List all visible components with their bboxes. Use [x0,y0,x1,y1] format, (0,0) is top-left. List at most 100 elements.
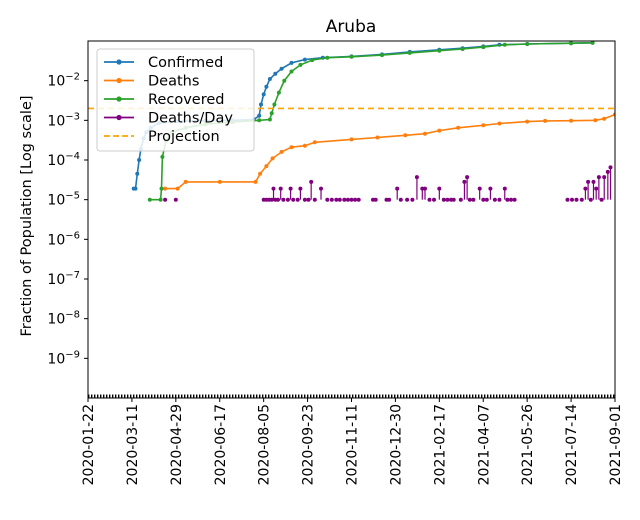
deaths-point [253,179,258,184]
deaths-day-point [309,179,314,184]
x-tick-label: 2020-08-05 [257,404,273,485]
deaths-day-point [325,197,330,202]
deaths-day-point [484,197,489,202]
series-deaths-day [163,165,613,202]
y-tick-label: 10−5 [47,191,80,209]
deaths-day-point [437,186,442,191]
deaths-day-point [445,197,450,202]
deaths-point [525,119,530,124]
deaths-day-point [395,186,400,191]
y-tick-label: 10−4 [47,151,80,169]
y-tick-label: 10−7 [47,270,80,288]
deaths-day-point [285,197,290,202]
confirmed-point [273,71,278,76]
deaths-day-point [602,175,607,180]
legend-item: Confirmed [104,55,223,71]
deaths-day-point [298,186,303,191]
recovered-point [160,154,165,159]
deaths-point [375,135,380,140]
x-tick-label: 2021-09-01 [608,404,624,485]
deaths-day-point [410,197,415,202]
deaths-day-point [481,197,486,202]
deaths-point [456,125,461,130]
recovered-point [569,41,574,46]
recovered-point [289,69,294,74]
confirmed-point [133,186,138,191]
deaths-day-point [596,175,601,180]
deaths-day-point [465,175,470,180]
deaths-point [183,179,188,184]
recovered-point [147,197,152,202]
legend: Confirmed Deaths Recovered Deaths/Day Projec… [96,48,255,152]
recovered-point [460,47,465,51]
deaths-day-point [312,197,317,202]
deaths-day-point [467,197,472,202]
x-tick-label: 2020-12-30 [388,404,404,485]
recovered-point [325,55,330,60]
recovered-point [310,58,315,63]
recovered-point [276,90,281,95]
legend-box [96,48,255,152]
x-tick-label: 2020-09-23 [301,404,317,485]
deaths-day-point [586,179,591,184]
deaths-day-point [441,197,446,202]
deaths-day-point [570,197,574,202]
deaths-day-point [608,165,613,170]
recovered-point [502,42,507,47]
confirmed-point [259,102,263,107]
deaths-day-point [387,197,392,202]
deaths-point [602,116,607,121]
deaths-point [175,186,180,191]
series-deaths [163,112,615,191]
recovered-point [158,197,163,202]
legend-item: Recovered [104,92,224,108]
deaths-day-point [565,197,570,202]
x-tick-label: 2021-05-26 [520,404,536,485]
y-tick-label: 10−2 [47,72,80,90]
confirmed-point [302,57,307,62]
recovered-point [437,48,442,53]
legend-item: Projection [104,129,220,145]
deaths-day-point [583,186,588,191]
recovered-point [272,102,277,107]
deaths-point [289,145,294,150]
deaths-day-point [353,197,358,202]
recovered-point [380,53,384,58]
x-tick-label: 2021-04-07 [476,404,492,485]
deaths-day-point [423,186,427,191]
deaths-day-point [492,197,497,202]
deaths-day-point [319,186,323,191]
x-tick-label: 2020-11-11 [345,404,361,485]
deaths-day-point [605,169,610,174]
confirmed-point [264,84,269,89]
deaths-point [217,179,222,184]
deaths-day-point [342,197,347,202]
deaths-point [593,118,598,123]
deaths-day-point [295,197,300,202]
deaths-point [497,121,502,126]
legend-marker [116,114,122,121]
confirmed-point [279,66,284,71]
deaths-day-point [349,197,354,202]
confirmed-point [257,113,262,118]
deaths-day-point [497,197,502,202]
deaths-day-point [488,186,493,191]
legend-label: Deaths/Day [148,111,233,127]
legend-marker [116,59,122,65]
recovered-point [349,54,354,59]
deaths-day-point [345,197,350,202]
deaths-day-point [462,179,467,184]
deaths-day-point [414,175,419,180]
deaths-point [423,131,427,136]
recovered-point [481,45,486,50]
deaths-day-point [288,186,293,191]
legend-label: Projection [148,129,220,145]
recovered-point [257,118,262,123]
deaths-point [270,156,275,161]
chart-title: Aruba [326,17,377,37]
deaths-point [264,164,269,169]
deaths-day-point [329,197,334,202]
deaths-point [302,143,307,148]
deaths-day-point [278,186,283,191]
confirmed-point [267,77,272,81]
